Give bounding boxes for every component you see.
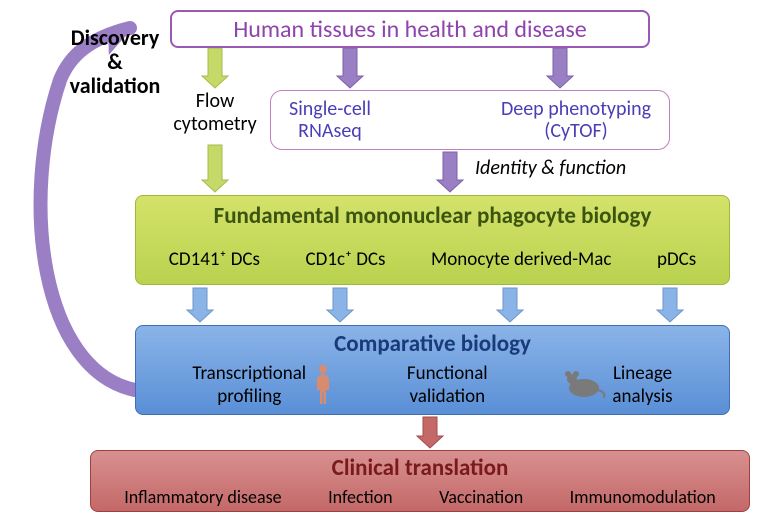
human-icon [312, 364, 334, 406]
mouse-icon [560, 370, 606, 400]
comparative-title: Comparative biology [136, 330, 729, 358]
fundamental-item: CD141⁺ DCs [169, 248, 260, 271]
single-cell-rnaseq-label: Single-cell RNAseq [289, 98, 371, 142]
deep-phenotyping-label: Deep phenotyping (CyTOF) [501, 98, 651, 142]
flow-cytometry-label: Flow cytometry [165, 90, 265, 136]
fundamental-items-row: CD141⁺ DCs CD1c⁺ DCs Monocyte derived-Ma… [136, 248, 729, 271]
clinical-translation-box: Clinical translation Inflammatory diseas… [90, 450, 750, 512]
comparative-item: Transcriptional profiling [192, 362, 334, 408]
comparative-item: Lineage analysis [560, 362, 672, 408]
clinical-item: Inflammatory disease [124, 486, 281, 508]
fundamental-item: CD1c⁺ DCs [306, 248, 386, 271]
clinical-title: Clinical translation [91, 454, 749, 482]
fundamental-title: Fundamental mononuclear phagocyte biolog… [136, 202, 729, 230]
clinical-item: Immunomodulation [570, 486, 716, 508]
human-tissues-title: Human tissues in health and disease [233, 15, 586, 44]
comparative-biology-box: Comparative biology Transcriptional prof… [135, 325, 730, 415]
clinical-items-row: Inflammatory disease Infection Vaccinati… [91, 486, 749, 508]
fundamental-item: pDCs [657, 248, 696, 271]
comparative-item: Functional validation [407, 362, 488, 408]
comparative-items-row: Transcriptional profiling Functional val… [136, 362, 729, 408]
clinical-item: Vaccination [439, 486, 523, 508]
discovery-validation-label: Discovery & validation [55, 26, 175, 99]
fundamental-biology-box: Fundamental mononuclear phagocyte biolog… [135, 195, 730, 285]
clinical-item: Infection [328, 486, 392, 508]
human-tissues-box: Human tissues in health and disease [170, 10, 650, 48]
identity-function-label: Identity & function [475, 156, 626, 180]
rnaseq-phenotyping-box: Single-cell RNAseq Deep phenotyping (CyT… [270, 90, 670, 150]
fundamental-item: Monocyte derived-Mac [431, 248, 611, 271]
